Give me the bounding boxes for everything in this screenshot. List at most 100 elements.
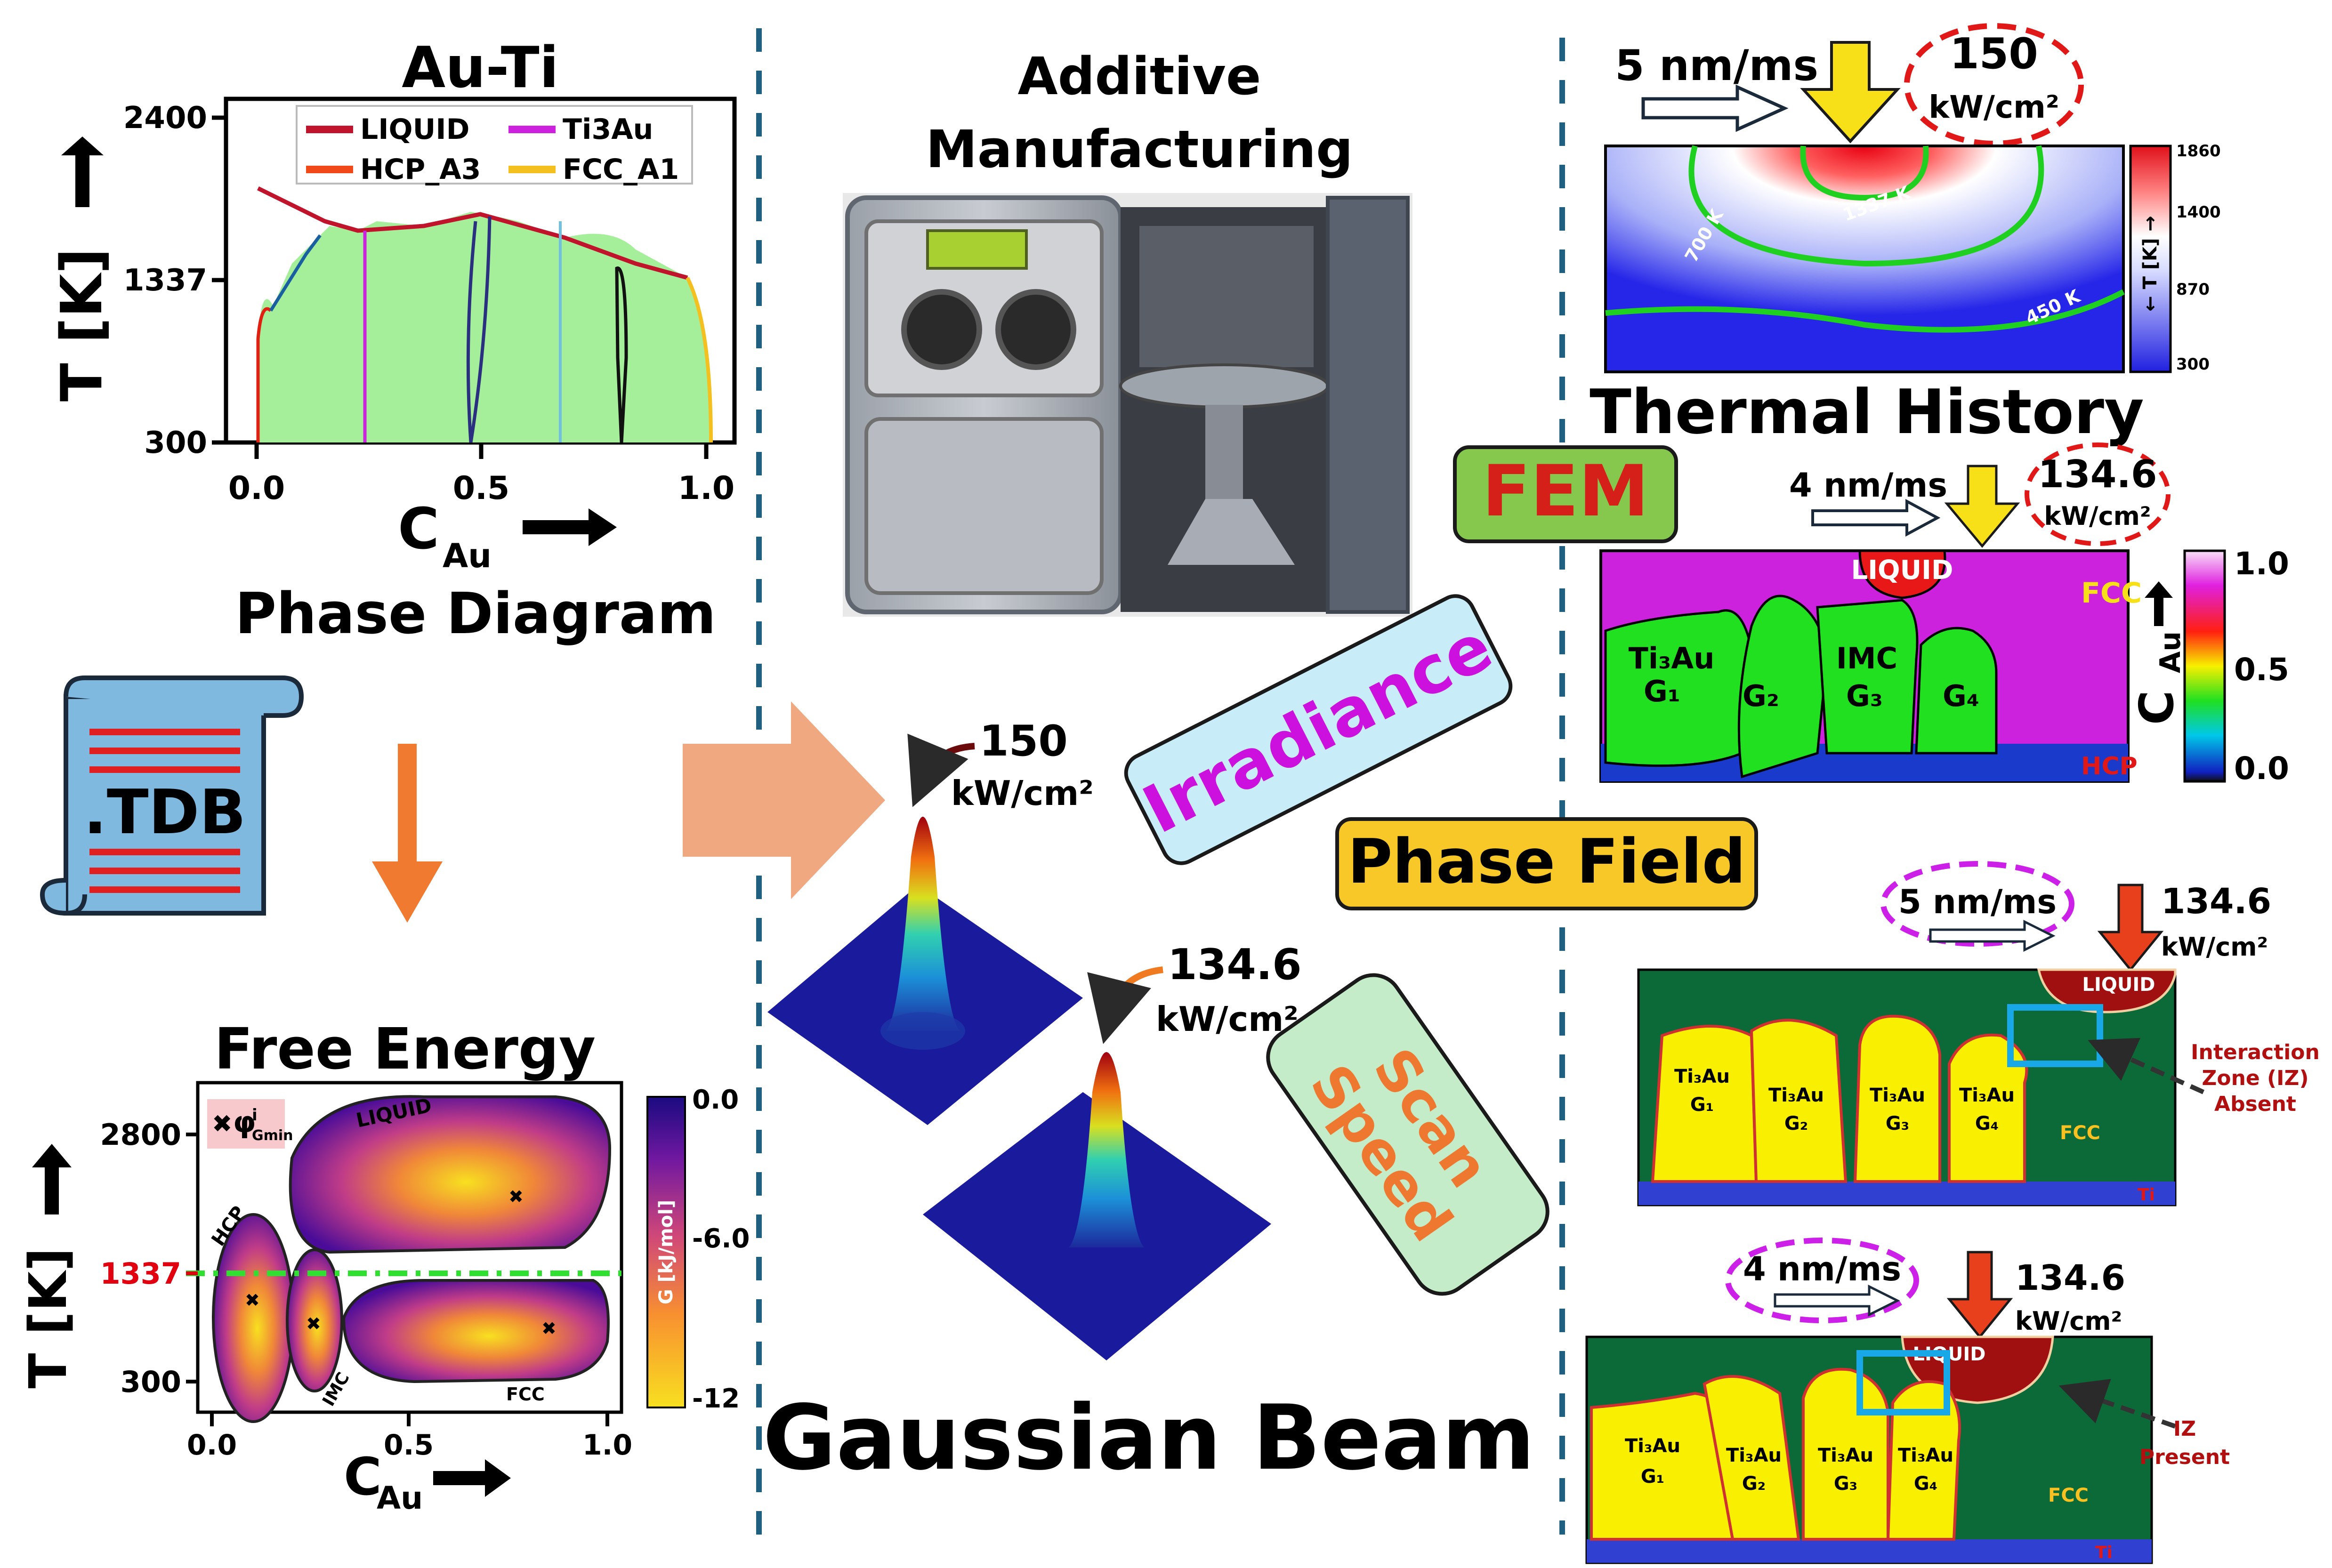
pf-top-speed-ring	[1880, 861, 2074, 947]
fe-ylabel: T [K]	[18, 1247, 78, 1388]
beam2-unit: kW/cm²	[1156, 999, 1299, 1039]
pf-top-liquid-label: LIQUID	[2082, 974, 2155, 996]
pf-bottom-g4-line2: G₄	[1914, 1473, 1937, 1495]
fe-xtick-05: 0.5	[384, 1429, 434, 1462]
thermal-cbar-1860: 1860	[2176, 142, 2221, 161]
pf-top-g1-line1: Ti₃Au	[1674, 1066, 1730, 1087]
fem-cbar-1: 1.0	[2234, 546, 2289, 582]
pf-top-fcc-label: FCC	[2060, 1122, 2100, 1144]
gmin-sub: Gmin	[252, 1127, 293, 1144]
fem-power-ring	[2025, 442, 2171, 546]
fe-min-imc-icon: ✖	[306, 1313, 321, 1334]
phase-diagram-caption: Phase Diagram	[235, 581, 716, 647]
am-title-line1: Additive	[1018, 46, 1261, 106]
phase-diagram-title: Au-Ti	[402, 35, 558, 101]
fem-label: FEM	[1482, 450, 1649, 532]
fe-cbar-0: 0.0	[692, 1085, 739, 1115]
fem-grain4-line2: G₄	[1943, 679, 1979, 713]
thermal-caption: Thermal History	[1590, 376, 2144, 448]
pd-xlabel: C	[398, 497, 439, 562]
fem-grain1-line1: Ti₃Au	[1629, 641, 1715, 675]
pf-bottom-g3-line2: G₃	[1834, 1473, 1857, 1495]
thermal-speed-arrow-icon	[1641, 84, 1789, 132]
fem-power-unit: kW/cm²	[2044, 501, 2151, 531]
beam1-value: 150	[979, 716, 1068, 766]
thermal-laser-arrow-icon	[1800, 41, 1901, 144]
fem-badge: FEM	[1453, 445, 1678, 543]
pf-top-laser-arrow-icon	[2097, 884, 2164, 972]
gaussian-beam-title: Gaussian Beam	[763, 1386, 1535, 1490]
fem-grain1-line2: G₁	[1644, 674, 1680, 708]
legend-fcc: FCC_A1	[563, 153, 679, 186]
fem-hcp-label: HCP	[2081, 752, 2138, 780]
pd-y-arrow-icon	[61, 137, 104, 207]
gaussian-beam-150: 150 kW/cm²	[767, 716, 1094, 1125]
liquid-blob	[289, 1095, 612, 1254]
fem-colorbar	[2183, 549, 2226, 783]
pf-bottom-ti-label: Ti	[2095, 1543, 2113, 1562]
pf-bottom-g2-line2: G₂	[1742, 1473, 1766, 1495]
legend-hcp: HCP_A3	[360, 153, 481, 186]
phase-field-badge: Phase Field	[1335, 817, 1758, 910]
fem-speed-arrow-icon	[1811, 499, 1941, 537]
pf-bottom-g2-line1: Ti₃Au	[1726, 1445, 1782, 1466]
fe-min-hcp-icon: ✖	[245, 1290, 260, 1311]
fem-power-value: 134.6	[2038, 452, 2157, 496]
thermal-speed: 5 nm/ms	[1615, 41, 1818, 90]
pd-ytick-2400: 2400	[123, 101, 207, 136]
thermal-cbar-label: ← T [K] →	[2139, 216, 2161, 312]
down-arrow-icon	[372, 744, 443, 923]
pd-ytick-300: 300	[144, 426, 207, 460]
pf-top-panel: 5 nm/ms 134.6 kW/cm² LIQUID FCC Ti Ti₃Au…	[1637, 861, 2320, 1206]
fem-laser-arrow-icon	[1944, 465, 2020, 548]
free-energy-title: Free Energy	[214, 1017, 596, 1082]
pf-top-note-1: Interaction	[2191, 1040, 2320, 1064]
tdb-label: .TDB	[83, 776, 246, 848]
fem-grain3-line2: G₃	[1846, 679, 1883, 713]
gmin-sup: i	[252, 1106, 258, 1125]
pd-xtick-0: 0.0	[228, 470, 285, 507]
pf-top-g3-line1: Ti₃Au	[1870, 1085, 1925, 1106]
fem-cbar-0: 0.0	[2234, 750, 2289, 787]
thermal-colorbar	[2129, 145, 2172, 373]
gmin-phi: φ	[233, 1105, 256, 1139]
tdb-scroll: .TDB	[40, 675, 304, 916]
phase-diagram-panel: Au-Ti LIQUID Ti3Au HCP_A3 FCC_A1 2400 13…	[49, 35, 737, 647]
fem-grain2-line2: G₂	[1743, 679, 1779, 713]
legend-ti3au: Ti3Au	[563, 113, 653, 146]
pf-bottom-speed-ring	[1725, 1238, 1919, 1323]
thermal-cbar-870: 870	[2176, 280, 2210, 299]
pf-top-ti-label: Ti	[2138, 1185, 2155, 1205]
fe-xtick-1: 1.0	[582, 1429, 632, 1462]
pf-top-speed: 5 nm/ms	[1898, 883, 2057, 921]
pf-top-note-3: Absent	[2214, 1092, 2296, 1116]
beam1-unit: kW/cm²	[951, 773, 1094, 813]
pf-bottom-power-unit: kW/cm²	[2015, 1306, 2122, 1336]
pd-xtick-1: 1.0	[678, 470, 734, 507]
pf-top-g2-line1: Ti₃Au	[1768, 1085, 1824, 1106]
pf-top-note-2: Zone (IZ)	[2202, 1066, 2308, 1090]
pf-top-g2-line2: G₂	[1784, 1113, 1808, 1134]
pf-bottom-note-2: Present	[2139, 1445, 2230, 1469]
pf-bottom-g3-line1: Ti₃Au	[1818, 1445, 1873, 1466]
pf-bottom-g4-line1: Ti₃Au	[1898, 1445, 1953, 1466]
scan-speed-badge: Scan Speed	[1266, 973, 1549, 1296]
free-energy-panel: Free Energy ✖ φ i Gmin ✖ ✖ ✖ ✖ LIQUID HC…	[18, 1017, 750, 1516]
pf-top-g4-line1: Ti₃Au	[1959, 1085, 2015, 1106]
pd-ytick-1337: 1337	[123, 263, 207, 298]
pd-xlabel-sub: Au	[443, 537, 492, 575]
thermal-map	[1604, 145, 2125, 373]
thermal-panel: 5 nm/ms 150 kW/cm² 1337 K 700 K 450 K 18…	[1590, 23, 2221, 448]
thermal-power-ring	[1904, 23, 2084, 146]
imc-blob	[286, 1248, 343, 1392]
fe-ytick-1337: 1337	[100, 1256, 181, 1291]
fe-ytick-2800: 2800	[100, 1118, 181, 1152]
fem-liquid-label: LIQUID	[1851, 555, 1953, 586]
fe-xlabel-sub: Au	[377, 1480, 423, 1516]
beam2-value: 134.6	[1168, 940, 1302, 989]
big-right-arrow-icon	[683, 701, 885, 899]
pf-bottom-note-1: IZ	[2173, 1417, 2196, 1441]
liquidus-line	[257, 186, 688, 280]
pf-top-power-value: 134.6	[2161, 881, 2271, 922]
fcc-blob	[342, 1279, 610, 1383]
